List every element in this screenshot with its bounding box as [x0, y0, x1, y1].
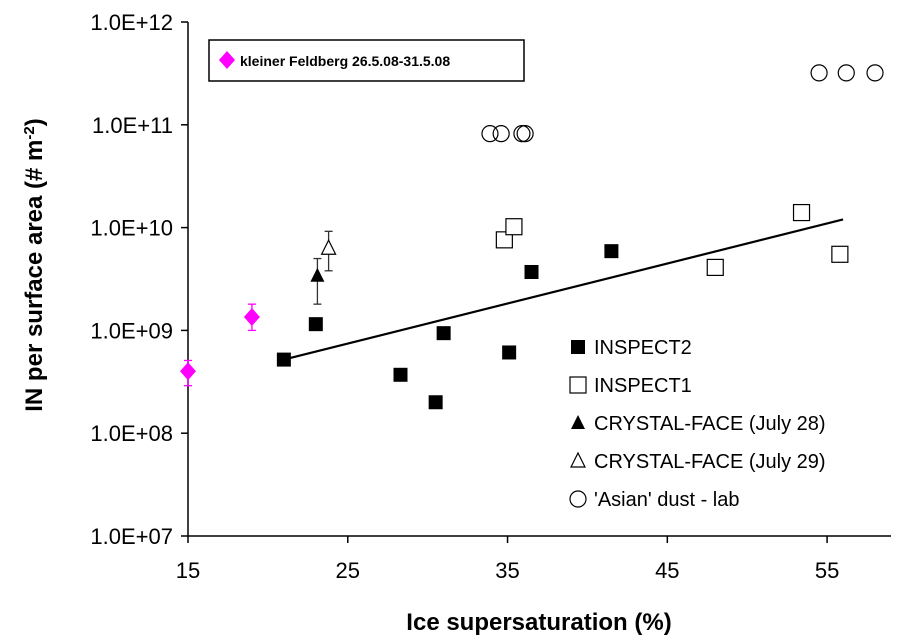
data-point-inspect2: [604, 244, 619, 259]
y-tick-label: 1.0E+12: [90, 10, 173, 35]
data-point-inspect2: [276, 352, 291, 367]
plot-area-background: [188, 22, 891, 536]
legend-marker: [569, 490, 587, 508]
data-point-asian-dust-lab: [837, 64, 855, 82]
data-point-inspect1: [495, 231, 513, 249]
legend-label: INSPECT1: [594, 375, 692, 397]
inset-legend-label: kleiner Feldberg 26.5.08-31.5.08: [240, 53, 450, 69]
data-point-asian-dust-lab: [810, 64, 828, 82]
data-point-asian-dust-lab: [481, 125, 499, 143]
legend: INSPECT2 INSPECT1 CRYSTAL-FACE (July 28) CR…: [569, 337, 826, 511]
x-tick-label: 35: [495, 558, 519, 583]
legend-label: CRYSTAL-FACE (July 29): [594, 451, 826, 473]
x-tick-label: 15: [176, 558, 200, 583]
legend-marker: [570, 451, 586, 468]
trendline: [283, 218, 844, 361]
legend-label: INSPECT2: [594, 337, 692, 359]
y-axis-title-close: ): [21, 118, 48, 126]
inset-legend-marker: [219, 51, 235, 69]
y-tick-label: 1.0E+10: [90, 216, 173, 241]
axes: 15 25 35 45 55 1.0E+07 1.0E+08 1.0E+09 1.0E+10 1.…: [90, 10, 891, 583]
data-point-inspect2: [436, 326, 451, 341]
x-axis-title: Ice supersaturation (%): [406, 609, 671, 636]
trendline-group: [283, 218, 844, 361]
legend-marker: [571, 415, 585, 429]
legend-label: CRYSTAL-FACE (July 28): [594, 413, 826, 435]
data-point-inspect2: [502, 345, 517, 360]
legend-marker: [569, 376, 587, 394]
x-tick-label: 25: [336, 558, 360, 583]
legend-marker: [571, 340, 585, 354]
y-axis-title: IN per surface area (# m-2): [21, 118, 49, 411]
data-point-inspect2: [308, 317, 323, 332]
y-tick-label: 1.0E+07: [90, 524, 173, 549]
legend-label: 'Asian' dust - lab: [594, 489, 740, 511]
y-axis-title-exponent: -2: [21, 126, 38, 139]
x-tick-label: 55: [815, 558, 839, 583]
data-point-asian-dust-lab: [492, 125, 510, 143]
data-point-asian-dust-lab: [513, 125, 531, 143]
data-point-crystal-face-july-28: [310, 267, 325, 282]
data-point-asian-dust-lab: [516, 125, 534, 143]
data-point-inspect2: [428, 395, 443, 410]
y-tick-label: 1.0E+08: [90, 421, 173, 446]
data-points-group: [180, 64, 884, 410]
inset-legend: kleiner Feldberg 26.5.08-31.5.08: [208, 39, 525, 82]
inset-legend-box: [208, 39, 525, 82]
data-point-inspect1: [706, 258, 724, 277]
data-point-inspect1: [505, 218, 523, 236]
data-point-asian-dust-lab: [866, 64, 884, 82]
data-point-inspect2: [393, 367, 408, 382]
data-point-kleiner-feldberg-26-5-08-31-5-08: [243, 308, 260, 327]
data-point-inspect1: [792, 203, 811, 222]
data-point-kleiner-feldberg-26-5-08-31-5-08: [180, 362, 196, 381]
y-tick-label: 1.0E+11: [92, 113, 173, 138]
y-tick-label: 1.0E+09: [90, 318, 173, 343]
data-point-inspect1: [831, 245, 849, 263]
y-axis-title-main: IN per surface area (# m: [21, 140, 48, 412]
data-point-inspect2: [524, 264, 539, 279]
x-tick-label: 45: [655, 558, 679, 583]
data-point-crystal-face-july-29: [320, 238, 337, 255]
